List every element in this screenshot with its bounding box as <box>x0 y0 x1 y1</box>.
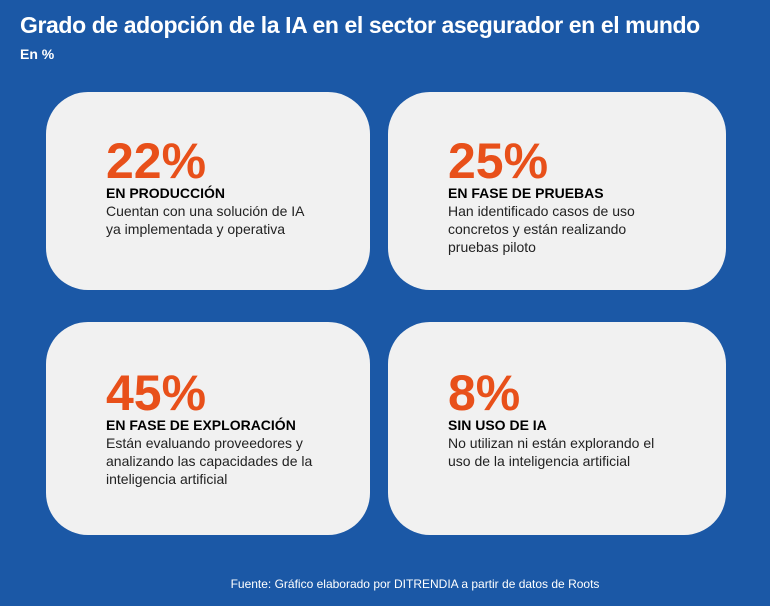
card: 25% EN FASE DE PRUEBAS Han identificado ca… <box>388 92 726 290</box>
card-value: 25% <box>448 133 549 189</box>
card-description: Están evaluando proveedores y analizando… <box>106 435 313 487</box>
card-description: No utilizan ni están explorando el uso d… <box>448 435 655 469</box>
card-label: EN FASE DE PRUEBAS <box>448 185 604 201</box>
card-description: Han identificado casos de uso concretos … <box>448 203 635 255</box>
title: Grado de adopción de la IA en el sector … <box>20 12 700 38</box>
card-value: 45% <box>106 365 207 421</box>
card: 45% EN FASE DE EXPLORACIÓN Están evaluando… <box>46 322 370 535</box>
card-value: 22% <box>106 133 207 189</box>
card-label: SIN USO DE IA <box>448 417 547 433</box>
card: 8% SIN USO DE IA No utilizan ni están expl… <box>388 322 726 535</box>
card: 22% EN PRODUCCIÓN Cuentan con una solución… <box>46 92 370 290</box>
card-description: Cuentan con una solución de IA ya implem… <box>106 203 304 237</box>
source: Fuente: Gráfico elaborado por DITRENDIA … <box>230 577 600 591</box>
subtitle: En % <box>20 46 55 62</box>
card-label: EN PRODUCCIÓN <box>106 185 226 201</box>
card-label: EN FASE DE EXPLORACIÓN <box>106 417 296 433</box>
card-value: 8% <box>448 365 521 421</box>
